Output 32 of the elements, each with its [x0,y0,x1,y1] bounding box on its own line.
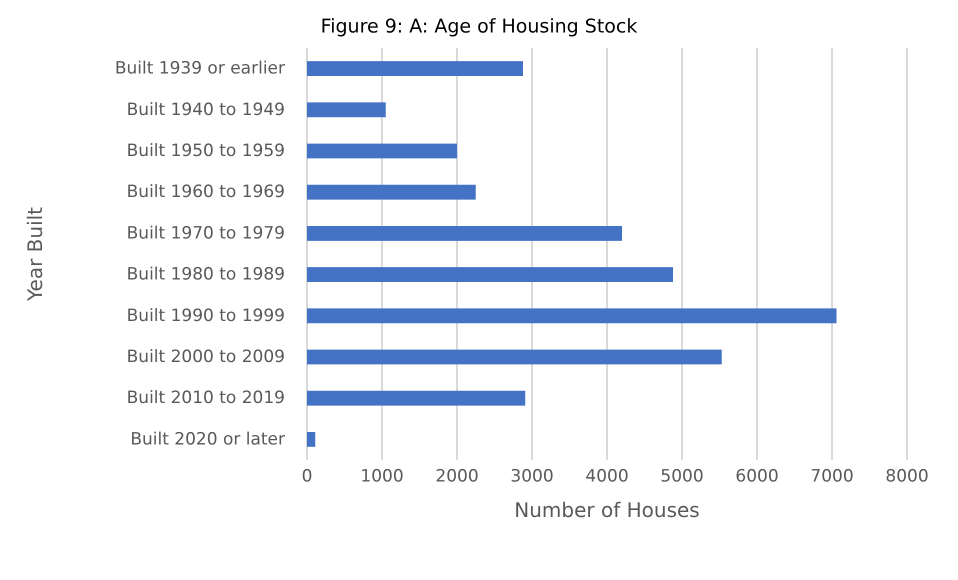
x-tick-label: 3000 [510,466,554,486]
y-tick-label: Built 2010 to 2019 [126,388,285,408]
y-tick-label: Built 1950 to 1959 [126,141,285,161]
y-tick-label: Built 1960 to 1969 [126,182,285,202]
bar [307,390,526,406]
y-tick-label: Built 2000 to 2009 [126,347,285,367]
bar [307,61,523,76]
x-tick-label: 6000 [735,466,779,486]
x-tick-label: 4000 [585,466,629,486]
y-tick-label: Built 1970 to 1979 [126,223,285,244]
y-tick-label: Built 1939 or earlier [114,58,285,79]
bar [307,267,673,282]
bar [307,226,622,241]
bar [307,308,836,324]
chart-title: Figure 9: A: Age of Housing Stock [320,16,638,38]
x-tick-label: 8000 [885,466,929,486]
y-tick-label: Built 1980 to 1989 [126,264,285,285]
x-tick-label: 5000 [660,466,704,486]
y-tick-label: Built 1940 to 1949 [126,100,285,120]
bar [307,432,316,447]
y-axis-title: Year Built [23,206,47,302]
bar [307,350,722,364]
x-axis-title: Number of Houses [514,498,700,522]
bar [307,102,386,118]
x-tick-label: 7000 [810,466,854,486]
x-tick-label: 2000 [435,466,479,486]
bar [307,144,457,158]
x-tick-label: 1000 [360,466,404,486]
y-tick-label: Built 2020 or later [130,429,286,450]
y-tick-label: Built 1990 to 1999 [126,306,285,326]
bar [307,184,476,200]
x-tick-label: 0 [302,466,312,486]
